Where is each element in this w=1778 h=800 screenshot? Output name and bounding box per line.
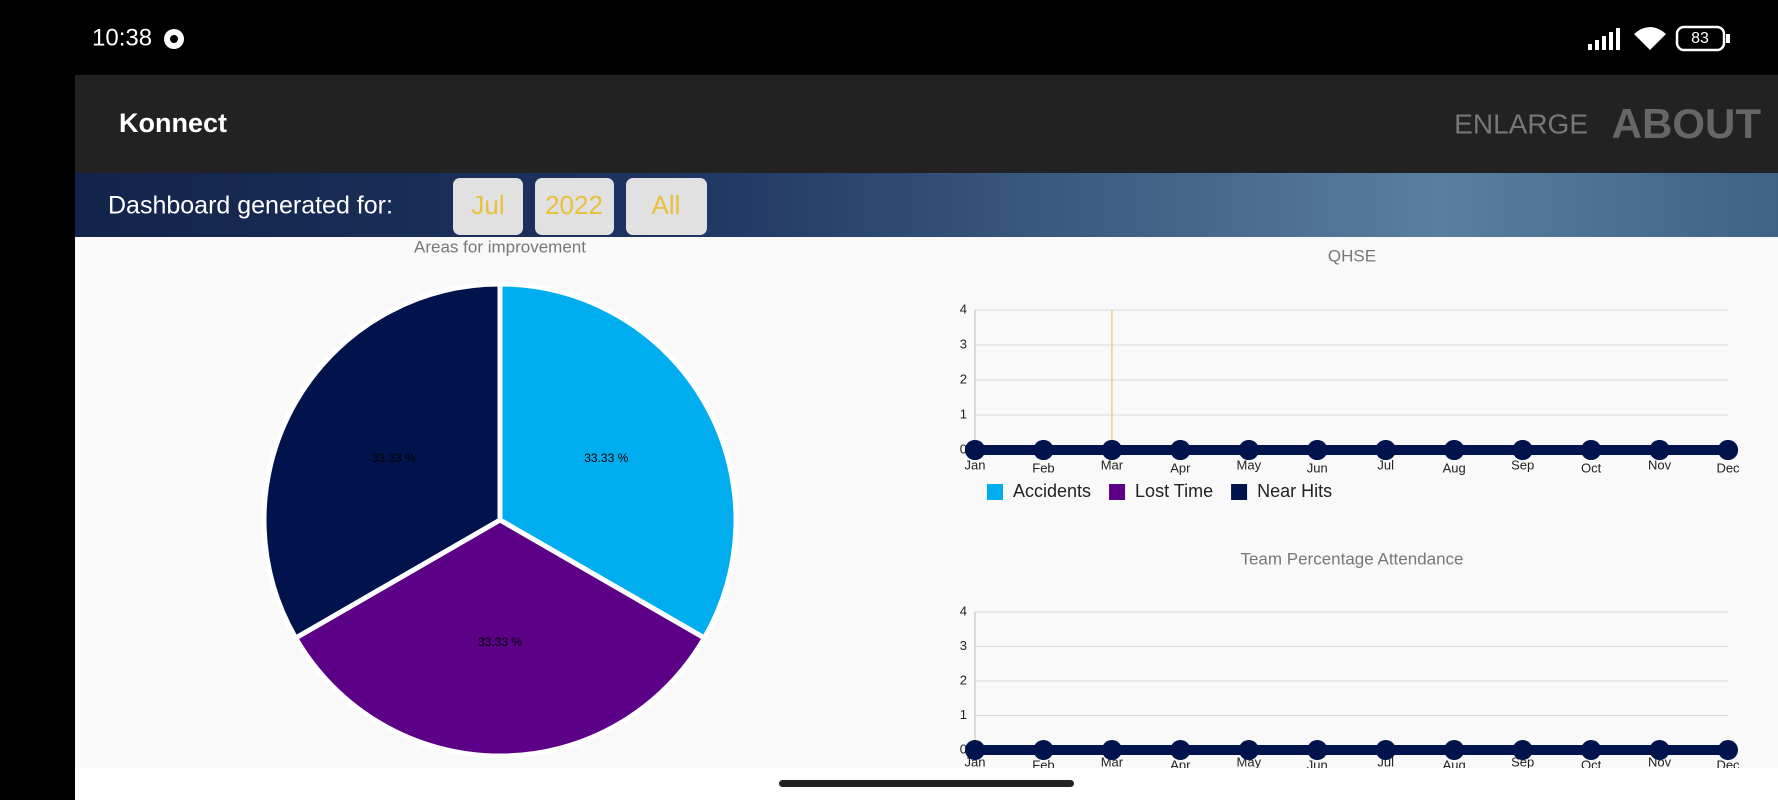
y-tick-label: 1	[960, 406, 967, 421]
data-point	[1718, 440, 1738, 460]
battery-level: 83	[1691, 30, 1709, 47]
x-tick-label: Apr	[1170, 460, 1191, 475]
data-point	[1581, 440, 1602, 460]
x-tick-label: Aug	[1443, 460, 1466, 475]
data-point	[1444, 740, 1465, 760]
data-point	[1170, 740, 1191, 760]
legend-swatch	[1109, 484, 1126, 500]
y-tick-label: 0	[960, 441, 967, 456]
data-point	[1238, 740, 1259, 760]
wifi-icon	[1634, 27, 1666, 50]
pie-slice	[261, 281, 503, 642]
x-tick-label: Dec	[1716, 460, 1740, 475]
x-tick-label: Nov	[1648, 457, 1672, 472]
pie-slice	[292, 517, 708, 759]
battery-tip	[1726, 34, 1730, 43]
x-tick-label: Dec	[1716, 757, 1740, 772]
slice-label: 33.33 %	[584, 451, 628, 465]
x-tick-label: Mar	[1101, 457, 1124, 472]
y-tick-label: 2	[960, 672, 967, 687]
x-tick-label: May	[1237, 457, 1262, 472]
data-point	[1512, 740, 1533, 760]
data-point	[1375, 740, 1396, 760]
legend-label: Accidents	[1013, 481, 1091, 501]
charts: Areas for improvement 33.33 % 33.33 % 33.33…	[261, 237, 1740, 772]
x-tick-label: Apr	[1170, 757, 1191, 772]
year-button[interactable]	[535, 178, 614, 235]
data-point	[1307, 440, 1328, 460]
x-tick-label: Jun	[1307, 460, 1328, 475]
app-bar	[75, 75, 1778, 173]
x-tick-label: Jan	[965, 457, 986, 472]
x-tick-label: Sep	[1511, 457, 1534, 472]
scope-button[interactable]	[626, 178, 707, 235]
pie-slice	[497, 281, 739, 642]
slice-label: 33.33 %	[372, 451, 416, 465]
data-point	[1581, 740, 1602, 760]
data-point	[1512, 440, 1533, 460]
data-point	[965, 440, 985, 460]
data-point	[1649, 740, 1670, 760]
y-tick-label: 4	[960, 301, 967, 316]
data-point	[1307, 740, 1328, 760]
month-button-label[interactable]: Jul	[471, 190, 504, 220]
data-point	[1033, 440, 1054, 460]
x-tick-label: Jun	[1307, 757, 1328, 772]
data-point	[1101, 740, 1122, 760]
data-point	[1375, 440, 1396, 460]
battery-icon	[1675, 25, 1726, 52]
filter-label: Dashboard generated for:	[108, 192, 393, 220]
legend-label: Near Hits	[1257, 481, 1332, 501]
y-tick-label: 0	[960, 741, 967, 756]
chart-title: Areas for improvement	[414, 237, 586, 256]
data-point	[1033, 740, 1054, 760]
enlarge-button[interactable]: ENLARGE	[1454, 108, 1588, 139]
legend-swatch	[987, 484, 1003, 500]
chart-title: QHSE	[1328, 246, 1376, 265]
y-tick-label: 1	[960, 707, 967, 722]
data-point	[1101, 440, 1122, 460]
data-point	[1170, 440, 1191, 460]
data-point	[1718, 740, 1738, 760]
scope-button-label[interactable]: All	[652, 190, 681, 220]
x-tick-label: Feb	[1032, 757, 1054, 772]
y-tick-label: 4	[960, 603, 967, 618]
data-point	[1649, 440, 1670, 460]
x-tick-label: Aug	[1443, 757, 1466, 772]
about-button[interactable]: ABOUT	[1612, 100, 1762, 147]
x-tick-label: Oct	[1581, 460, 1602, 475]
data-point	[1444, 440, 1465, 460]
x-tick-label: Feb	[1032, 460, 1054, 475]
chart-title: Team Percentage Attendance	[1240, 549, 1463, 568]
home-indicator	[779, 780, 1074, 787]
y-tick-label: 3	[960, 336, 967, 351]
signal-icon	[1588, 28, 1620, 50]
x-tick-label: Jul	[1377, 457, 1394, 472]
x-tick-label: Oct	[1581, 757, 1602, 772]
year-button-label[interactable]: 2022	[545, 190, 603, 220]
filter-bar	[75, 173, 1778, 237]
legend-label: Lost Time	[1135, 481, 1213, 501]
y-tick-label: 3	[960, 638, 967, 653]
y-tick-label: 2	[960, 371, 967, 386]
status-time: 10:38	[92, 24, 152, 51]
app-title: Konnect	[119, 108, 227, 138]
legend-swatch	[1231, 484, 1248, 500]
data-point	[1238, 440, 1259, 460]
chrome-icon-center	[170, 35, 178, 43]
month-button[interactable]	[453, 178, 523, 235]
data-point	[965, 740, 985, 760]
slice-label: 33.33 %	[478, 635, 522, 649]
